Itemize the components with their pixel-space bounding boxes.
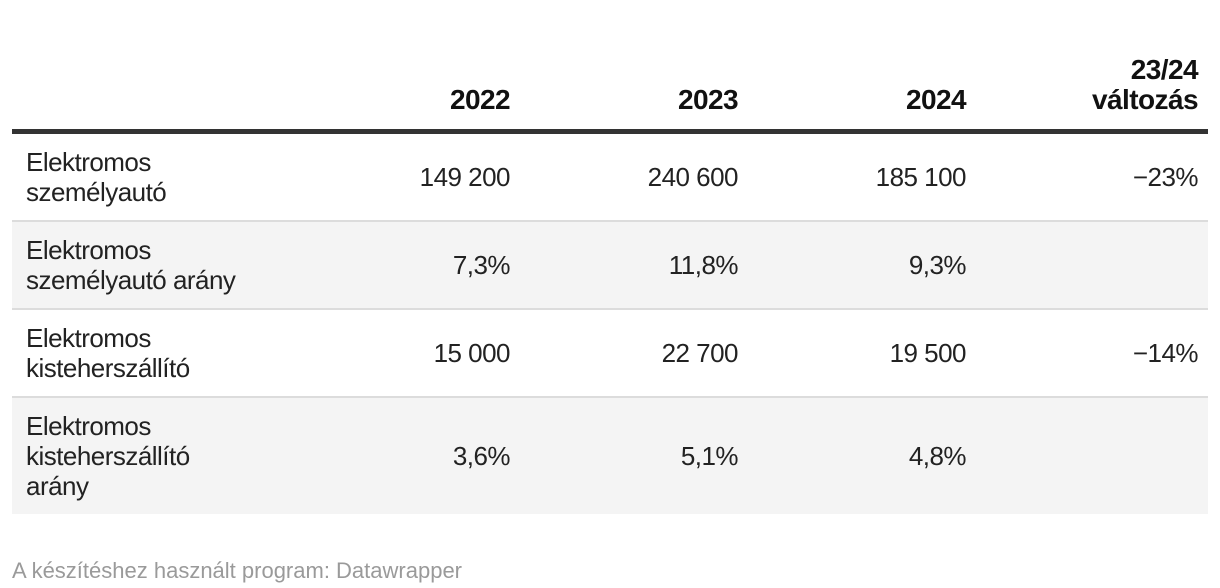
cell-change: −14% [1132, 337, 1199, 368]
column-header-2023: 2023 [520, 0, 748, 134]
column-header-2022: 2022 [292, 0, 520, 134]
table-row: Elektromos személyautó 149 200 240 600 1… [12, 131, 1208, 221]
cell-2023: 11,8% [668, 249, 739, 280]
table-row: Elektromos kisteherszállító 15 000 22 70… [12, 308, 1208, 397]
cell-change [976, 221, 1208, 309]
column-header-line2: változás [1091, 83, 1199, 115]
row-label: Elektromos személyautó [26, 146, 167, 207]
cell-2024: 185 100 [875, 161, 967, 192]
column-header-change: 23/24 változás [976, 0, 1208, 134]
cell-2024: 9,3% [908, 249, 967, 280]
cell-2023: 5,1% [680, 440, 739, 471]
cell-2023: 240 600 [647, 161, 739, 192]
row-label: Elektromos kisteherszállító arány [26, 410, 190, 501]
column-header-empty [12, 0, 292, 134]
cell-2024: 19 500 [889, 337, 967, 368]
cell-2022: 15 000 [433, 337, 511, 368]
table-row: Elektromos kisteherszállító arány 3,6% 5… [12, 396, 1208, 514]
cell-2022: 3,6% [452, 440, 511, 471]
header-row: 2022 2023 2024 23/24 változás [12, 0, 1208, 134]
cell-2022: 149 200 [419, 161, 511, 192]
column-header-line2: 2023 [677, 83, 739, 115]
data-table: 2022 2023 2024 23/24 változás Elektromos … [12, 0, 1208, 514]
column-header-line2: 2024 [905, 83, 967, 115]
cell-2024: 4,8% [908, 440, 967, 471]
row-label: Elektromos személyautó arány [26, 234, 236, 295]
cell-2023: 22 700 [661, 337, 739, 368]
attribution-text: A készítéshez használt program: Datawrap… [12, 557, 463, 583]
column-header-2024: 2024 [748, 0, 976, 134]
column-header-line2: 2022 [449, 83, 511, 115]
table-row: Elektromos személyautó arány 7,3% 11,8% … [12, 220, 1208, 309]
row-label: Elektromos kisteherszállító [26, 322, 190, 383]
column-header-line1: 23/24 [1130, 53, 1199, 85]
cell-change: −23% [1132, 161, 1199, 192]
cell-2022: 7,3% [452, 249, 511, 280]
cell-change [976, 397, 1208, 514]
